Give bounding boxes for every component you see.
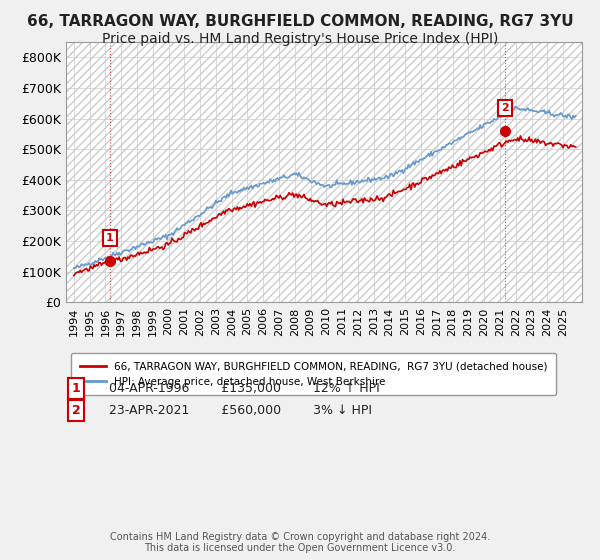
Text: 1: 1 xyxy=(72,382,80,395)
Text: 23-APR-2021        £560,000        3% ↓ HPI: 23-APR-2021 £560,000 3% ↓ HPI xyxy=(97,404,372,417)
Legend: 66, TARRAGON WAY, BURGHFIELD COMMON, READING,  RG7 3YU (detached house), HPI: Av: 66, TARRAGON WAY, BURGHFIELD COMMON, REA… xyxy=(71,353,556,395)
Text: 2: 2 xyxy=(72,404,80,417)
Text: Price paid vs. HM Land Registry's House Price Index (HPI): Price paid vs. HM Land Registry's House … xyxy=(102,32,498,46)
Text: 1: 1 xyxy=(106,233,113,243)
Text: 04-APR-1996        £135,000        12% ↑ HPI: 04-APR-1996 £135,000 12% ↑ HPI xyxy=(97,382,380,395)
Text: Contains HM Land Registry data © Crown copyright and database right 2024.
This d: Contains HM Land Registry data © Crown c… xyxy=(110,531,490,553)
Text: 66, TARRAGON WAY, BURGHFIELD COMMON, READING, RG7 3YU: 66, TARRAGON WAY, BURGHFIELD COMMON, REA… xyxy=(26,14,574,29)
Text: 2: 2 xyxy=(501,103,509,113)
